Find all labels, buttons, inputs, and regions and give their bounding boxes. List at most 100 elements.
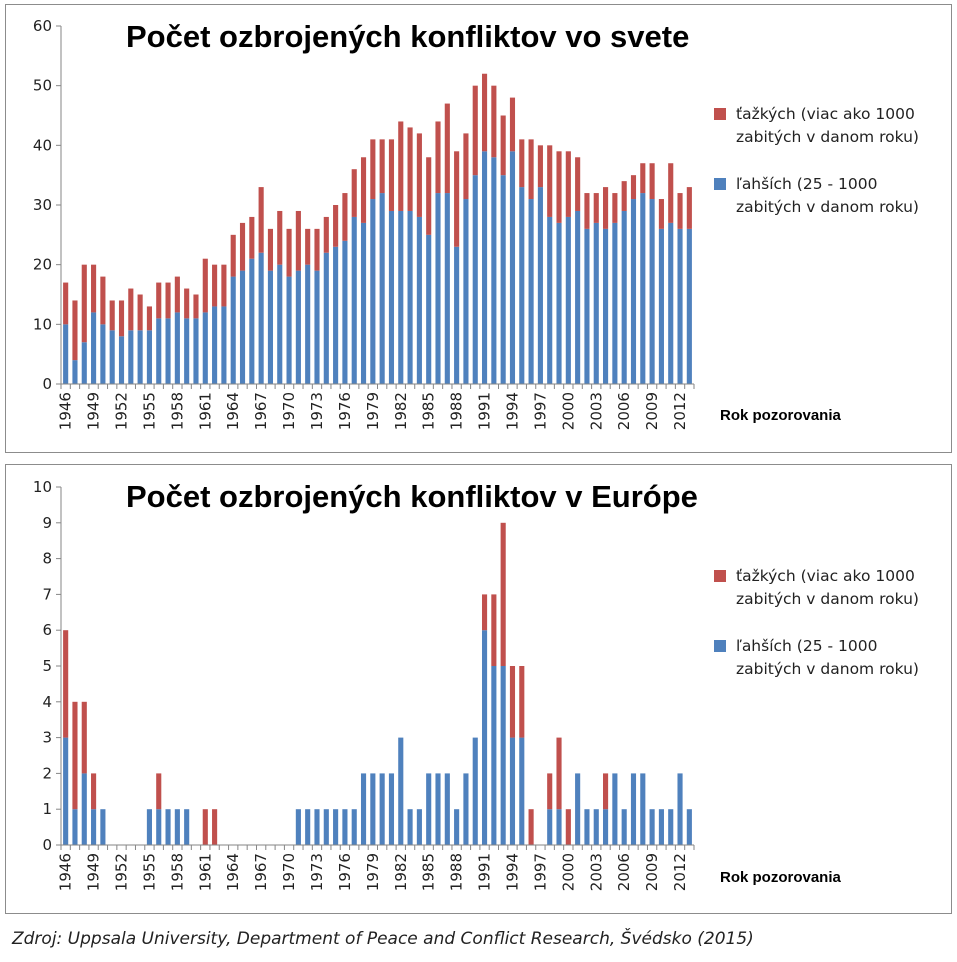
bar-light <box>649 809 655 845</box>
bar-light <box>640 193 646 384</box>
x-tick-label: 2012 <box>671 392 689 430</box>
bar-light <box>640 773 646 845</box>
bar-severe <box>472 85 478 176</box>
bar-light <box>370 773 376 845</box>
bar-light <box>63 737 69 845</box>
x-tick-label: 1988 <box>448 392 466 430</box>
bar-severe <box>444 103 450 194</box>
bar-light <box>593 222 599 384</box>
bar-light <box>165 318 171 384</box>
bar-light <box>165 809 171 845</box>
y-tick-label: 9 <box>42 514 52 532</box>
bar-severe <box>202 258 208 313</box>
bar-severe <box>547 145 553 217</box>
bar-severe <box>537 145 543 188</box>
bar-light <box>267 270 274 384</box>
bar-light <box>342 809 348 845</box>
bar-light <box>547 809 553 845</box>
x-tick-label: 1991 <box>476 392 494 430</box>
chart-title-europe: Počet ozbrojených konfliktov v Európe <box>126 479 698 514</box>
bar-severe <box>221 264 227 307</box>
bar-severe <box>491 594 497 666</box>
bar-light <box>360 773 367 845</box>
bar-severe <box>81 264 87 343</box>
bar-severe <box>686 187 692 229</box>
bar-severe <box>668 163 674 223</box>
bar-light <box>100 809 106 845</box>
bar-severe <box>72 300 78 361</box>
bar-light <box>91 809 97 845</box>
bar-light <box>435 193 441 384</box>
bar-severe <box>91 773 97 810</box>
bar-severe <box>565 151 571 217</box>
bar-light <box>81 773 87 845</box>
bar-severe <box>212 264 218 307</box>
bar-severe <box>426 157 432 235</box>
x-tick-label: 2000 <box>559 853 577 891</box>
bar-light <box>81 342 87 384</box>
x-tick-label: 1952 <box>113 853 131 891</box>
bar-light <box>295 809 301 845</box>
y-tick-label: 4 <box>42 693 52 711</box>
x-tick-label: 2012 <box>671 853 689 891</box>
legend-item-light: ľahších (25 - 1000 zabitých v danom roku… <box>714 635 956 681</box>
x-tick-label: 1976 <box>336 853 354 891</box>
bar-severe <box>249 216 255 259</box>
bar-light <box>481 151 488 384</box>
bar-light <box>351 809 357 845</box>
bar-severe <box>463 133 469 200</box>
bar-light <box>221 306 227 384</box>
bar-severe <box>640 163 646 194</box>
legend-swatch-severe <box>714 570 726 582</box>
y-tick-label: 5 <box>42 657 52 675</box>
bar-severe <box>156 773 162 810</box>
bar-light <box>658 809 664 845</box>
bar-severe <box>239 222 246 271</box>
bar-severe <box>193 294 199 319</box>
bar-severe <box>603 773 609 810</box>
bar-light <box>630 773 637 845</box>
bar-light <box>584 228 590 384</box>
bar-severe <box>509 666 516 738</box>
bar-light <box>146 809 152 845</box>
y-tick-label: 10 <box>33 478 52 496</box>
bar-light <box>416 216 422 384</box>
bar-light <box>295 270 301 384</box>
bar-severe <box>342 193 348 241</box>
y-tick-label: 50 <box>33 77 52 95</box>
x-tick-label: 1964 <box>224 392 242 430</box>
bar-severe <box>435 121 441 194</box>
bar-severe <box>165 282 171 319</box>
bar-light <box>72 809 78 845</box>
x-tick-label: 1985 <box>420 392 438 430</box>
bar-light <box>212 306 218 384</box>
bar-light <box>528 199 534 384</box>
y-tick-label: 20 <box>33 256 52 274</box>
bar-severe <box>323 216 329 253</box>
bar-light <box>323 252 329 384</box>
bar-severe <box>109 300 115 331</box>
bar-severe <box>100 276 106 325</box>
bar-severe <box>556 151 562 223</box>
bar-severe <box>118 300 125 337</box>
x-tick-label: 1964 <box>224 853 242 891</box>
y-tick-label: 1 <box>42 800 52 818</box>
bar-light <box>426 773 432 845</box>
bar-light <box>509 737 516 845</box>
x-tick-label: 2006 <box>615 392 633 430</box>
x-tick-label: 1967 <box>252 392 270 430</box>
x-tick-label: 1979 <box>364 392 382 430</box>
bar-light <box>575 210 581 384</box>
y-tick-label: 3 <box>42 729 52 747</box>
bar-severe <box>565 809 571 845</box>
bar-light <box>407 809 413 845</box>
bar-light <box>333 246 339 384</box>
bar-light <box>686 809 692 845</box>
bar-severe <box>63 282 69 325</box>
x-tick-label: 2009 <box>643 853 661 891</box>
bar-light <box>379 773 385 845</box>
bar-severe <box>370 139 376 200</box>
bar-light <box>444 193 450 384</box>
bar-light <box>249 258 255 384</box>
bar-light <box>649 199 655 384</box>
